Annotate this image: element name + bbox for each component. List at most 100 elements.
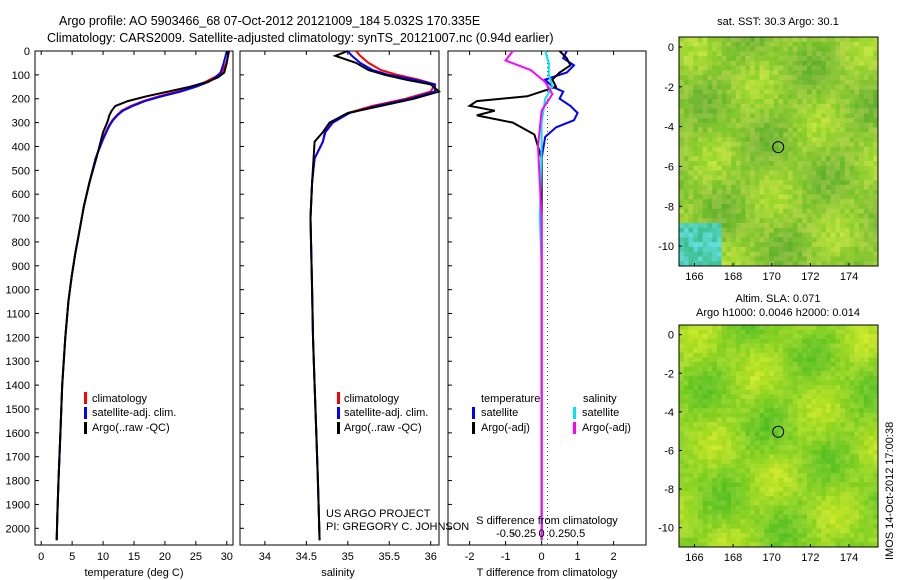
map-cell: [707, 352, 713, 358]
map-cell: [683, 232, 689, 238]
map-cell: [754, 127, 760, 133]
map-cell: [787, 194, 794, 200]
map-cell: [697, 146, 703, 152]
map-cell: [859, 261, 865, 266]
map-cell: [679, 408, 685, 414]
map-cell: [802, 108, 808, 114]
map-cell: [716, 454, 722, 460]
map-cell: [726, 403, 732, 409]
map-cell: [854, 237, 860, 243]
map-cell: [735, 41, 741, 47]
map-cell: [849, 141, 855, 148]
map-cell: [821, 237, 827, 243]
credit-line2: PI: GREGORY C. JOHNSON: [326, 521, 469, 533]
map-cell: [693, 417, 699, 423]
map-cell: [835, 218, 841, 224]
map-cell: [825, 213, 831, 219]
map-cell: [750, 440, 756, 446]
map-cell: [821, 127, 827, 133]
map-cell: [863, 389, 869, 395]
map-cell: [726, 362, 732, 367]
map-cell: [750, 505, 756, 511]
map-cell: [787, 242, 794, 248]
map-cell: [693, 237, 699, 243]
map-cell: [726, 454, 732, 460]
map-cell: [792, 137, 798, 143]
map-cell: [868, 118, 874, 124]
map-cell: [811, 37, 817, 43]
map-cell: [716, 208, 722, 214]
map-cell: [688, 184, 694, 190]
map-cell: [825, 256, 831, 262]
map-cell: [735, 246, 741, 252]
map-cell: [679, 37, 685, 43]
map-cell: [688, 251, 694, 257]
map-cell: [750, 141, 756, 148]
map-cell: [688, 371, 694, 377]
map-cell: [731, 122, 737, 128]
map-cell: [759, 477, 765, 483]
map-cell: [835, 103, 841, 109]
map-cell: [840, 514, 846, 520]
map-cell: [683, 170, 689, 176]
map-cell: [844, 84, 850, 90]
map-cell: [806, 491, 812, 497]
map-cell: [721, 366, 727, 372]
map-cell: [811, 412, 817, 418]
map-cell: [726, 408, 732, 414]
map-cell: [745, 408, 751, 414]
map-cell: [811, 132, 817, 138]
map-cell: [802, 237, 808, 243]
map-cell: [816, 362, 822, 367]
map-cell: [844, 141, 850, 148]
map-cell: [849, 89, 855, 95]
map-cell: [835, 161, 841, 167]
map-cell: [721, 75, 727, 81]
map-cell: [735, 380, 741, 386]
map-cell: [806, 165, 812, 171]
map-cell: [716, 218, 722, 224]
y-tick-label: 1600: [6, 428, 30, 440]
map-cell: [731, 325, 737, 330]
map-cell: [750, 189, 756, 195]
map-cell: [835, 165, 841, 171]
map-cell: [849, 440, 855, 446]
map-cell: [840, 486, 846, 492]
map-cell: [825, 445, 831, 451]
map-cell: [745, 237, 751, 243]
map-cell: [754, 366, 760, 372]
map-cell: [721, 237, 727, 243]
map-cell: [764, 399, 770, 404]
map-cell: [726, 514, 732, 520]
map-cell: [830, 362, 836, 367]
map-cell: [697, 94, 703, 100]
map-cell: [811, 394, 817, 400]
map-cell: [773, 156, 779, 162]
map-cell: [769, 385, 775, 391]
map-cell: [844, 422, 850, 428]
map-cell: [726, 175, 732, 181]
map-cell: [797, 394, 803, 400]
map-cell: [745, 417, 751, 423]
map-cell: [844, 89, 850, 95]
map-cell: [773, 137, 779, 143]
map-cell: [683, 533, 689, 539]
map-cell: [740, 180, 746, 186]
map-cell: [683, 403, 689, 409]
map-cell: [863, 51, 869, 57]
map-cell: [773, 118, 779, 124]
map-cell: [769, 403, 775, 409]
map-cell: [769, 184, 775, 190]
map-cell: [679, 523, 685, 529]
map-cell: [787, 449, 794, 455]
map-cell: [726, 184, 732, 190]
map-cell: [688, 338, 694, 344]
map-cell: [844, 122, 850, 128]
map-cell: [778, 223, 784, 229]
map-cell: [754, 56, 760, 62]
map-cell: [835, 108, 841, 114]
map-cell: [679, 389, 685, 395]
map-cell: [844, 329, 850, 335]
map-cell: [859, 161, 865, 167]
map-cell: [679, 137, 685, 143]
